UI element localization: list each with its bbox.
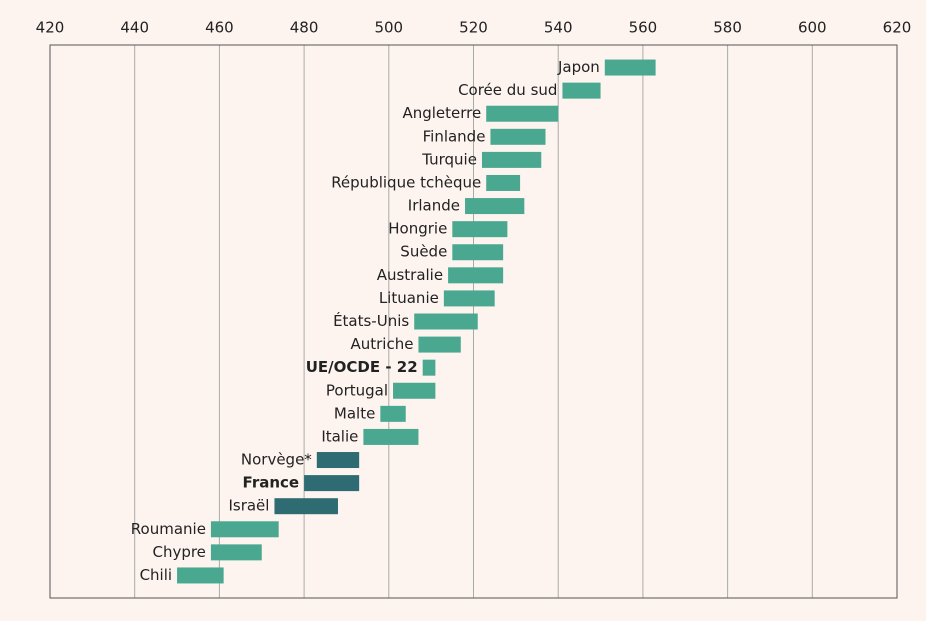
bar: [604, 59, 656, 76]
category-label: Hongrie: [388, 220, 447, 238]
bar: [443, 290, 495, 307]
category-label: Lituanie: [379, 289, 439, 307]
bar: [210, 521, 279, 538]
category-label: Italie: [321, 427, 358, 445]
category-label: Angleterre: [402, 104, 481, 122]
bar: [304, 475, 360, 492]
bar: [452, 244, 504, 261]
category-label: Israël: [228, 497, 269, 515]
x-tick-label: 420: [36, 19, 65, 37]
bar: [210, 544, 262, 561]
category-label: Suède: [400, 243, 447, 261]
category-label: République tchèque: [331, 173, 481, 191]
category-label: États-Unis: [333, 311, 409, 330]
bar: [414, 313, 478, 330]
bar: [481, 151, 542, 168]
category-label: Roumanie: [131, 520, 206, 538]
category-label: Turquie: [421, 150, 477, 168]
bar: [465, 198, 525, 215]
category-label: Malte: [334, 404, 375, 422]
category-label: France: [243, 474, 300, 492]
category-label: Norvège*: [241, 451, 312, 469]
bar: [380, 405, 406, 422]
bar: [490, 128, 546, 145]
plot-border: [49, 44, 898, 599]
bar: [418, 336, 461, 353]
x-tick-label: 540: [544, 19, 573, 37]
bar: [393, 382, 436, 399]
category-label: UE/OCDE - 22: [306, 358, 418, 376]
category-label: Corée du sud: [458, 81, 557, 99]
category-label: Finlande: [423, 127, 486, 145]
category-label: Autriche: [350, 335, 413, 353]
bar: [422, 359, 436, 376]
x-tick-label: 520: [459, 19, 488, 37]
x-tick-label: 480: [290, 19, 319, 37]
bar: [452, 221, 508, 238]
category-label: Chypre: [152, 543, 205, 561]
category-label: Portugal: [326, 381, 388, 399]
category-label: Irlande: [408, 197, 460, 215]
bar: [486, 174, 521, 191]
category-label: Australie: [377, 266, 443, 284]
x-tick-label: 600: [798, 19, 827, 37]
category-label: Japon: [557, 58, 600, 76]
x-tick-label: 580: [713, 19, 742, 37]
bar: [486, 105, 559, 122]
bar: [316, 452, 360, 469]
category-label: Chili: [140, 566, 172, 584]
bar: [363, 428, 419, 445]
bar: [177, 567, 224, 584]
x-tick-label: 620: [883, 19, 912, 37]
x-tick-label: 500: [374, 19, 403, 37]
bar: [562, 82, 601, 99]
bar: [274, 498, 338, 515]
x-tick-label: 560: [629, 19, 658, 37]
bar: [448, 267, 504, 284]
x-tick-label: 440: [120, 19, 149, 37]
x-tick-label: 460: [205, 19, 234, 37]
